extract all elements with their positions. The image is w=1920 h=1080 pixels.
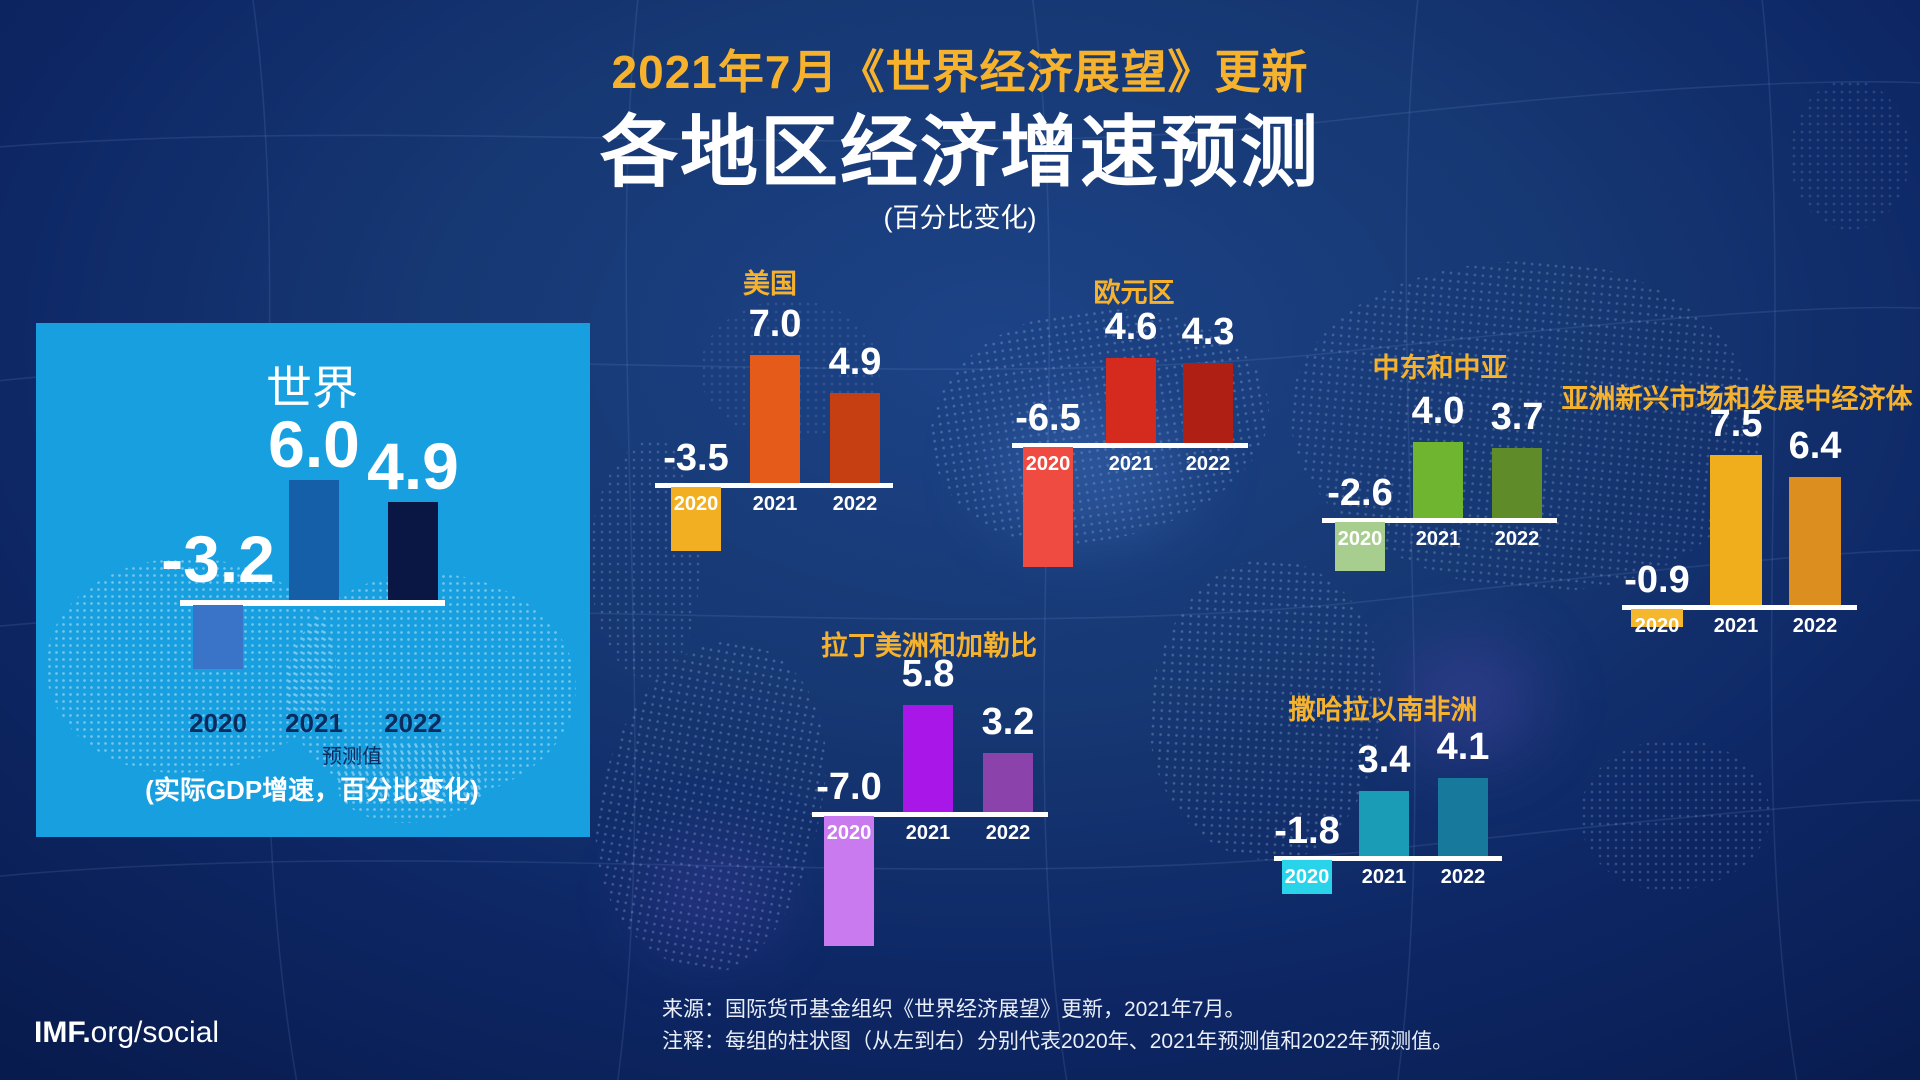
emerging-developing-asia-bar-2022: [1789, 477, 1841, 605]
euro-area-bar-2021: [1106, 358, 1156, 443]
page-subtitle: (百分比变化): [883, 203, 1037, 233]
world-year-2021: 2021: [285, 708, 343, 738]
usa-bar-2021: [750, 355, 800, 483]
world-title: 世界: [266, 362, 358, 414]
world-value-2021: 6.0: [268, 407, 360, 481]
emerging-developing-asia-year-2022: 2022: [1792, 615, 1838, 637]
sub-saharan-africa-label: 撒哈拉以南非洲: [1288, 695, 1478, 725]
latin-america-caribbean-bar-2020: [824, 816, 874, 946]
imf-brand-bold: IMF.: [34, 1016, 91, 1049]
emerging-developing-asia-baseline: [1622, 605, 1857, 610]
emerging-developing-asia-value-2021: 7.5: [1709, 403, 1763, 445]
usa-value-2020: -3.5: [663, 437, 729, 479]
euro-area-bar-2020: [1023, 447, 1073, 567]
emerging-developing-asia-value-2022: 6.4: [1788, 425, 1842, 467]
imf-brand-rest: org/social: [90, 1016, 220, 1049]
world-panel-dots-south: [336, 743, 486, 823]
world-caption: (实际GDP增速，百分比变化): [145, 775, 479, 805]
middle-east-central-asia-year-2021: 2021: [1415, 528, 1461, 550]
middle-east-central-asia-value-2021: 4.0: [1411, 390, 1465, 432]
middle-east-central-asia-value-2020: -2.6: [1327, 472, 1393, 514]
sub-saharan-africa-year-2021: 2021: [1361, 866, 1407, 888]
euro-area-year-2022: 2022: [1185, 453, 1231, 475]
world-panel: [36, 323, 590, 837]
sub-saharan-africa-value-2020: -1.8: [1274, 810, 1340, 852]
world-year-2022: 2022: [384, 708, 442, 738]
world-baseline: [180, 600, 445, 606]
footer-source: 来源：国际货币基金组织《世界经济展望》更新，2021年7月。: [662, 998, 1246, 1021]
latin-america-caribbean-value-2021: 5.8: [901, 653, 955, 695]
latin-america-caribbean-baseline: [812, 812, 1048, 817]
middle-east-central-asia-bar-2020: [1335, 522, 1385, 571]
latin-america-caribbean-bar-2022: [983, 753, 1033, 812]
emerging-developing-asia-year-2021: 2021: [1713, 615, 1759, 637]
latin-america-caribbean-value-2020: -7.0: [816, 766, 882, 808]
world-value-2022: 4.9: [367, 429, 459, 503]
world-bar-2021: [289, 480, 339, 600]
middle-east-central-asia-value-2022: 3.7: [1490, 396, 1544, 438]
euro-area-label: 欧元区: [1093, 278, 1175, 308]
sub-saharan-africa-baseline: [1274, 856, 1502, 861]
latin-america-caribbean-label: 拉丁美洲和加勒比: [821, 631, 1037, 661]
usa-value-2021: 7.0: [748, 303, 802, 345]
sub-saharan-africa-bar-2022: [1438, 778, 1488, 856]
middle-east-central-asia-label: 中东和中亚: [1372, 353, 1508, 383]
euro-area-baseline: [1012, 443, 1248, 448]
footer-note: 注释：每组的柱状图（从左到右）分别代表2020年、2021年预测值和2022年预…: [662, 1030, 1454, 1053]
glow-purple-bottom: [640, 840, 780, 950]
sub-saharan-africa-bar-2020: [1282, 860, 1332, 894]
middle-east-central-asia-bar-2022: [1492, 448, 1542, 518]
euro-area-value-2022: 4.3: [1181, 311, 1235, 353]
usa-year-2021: 2021: [752, 493, 798, 515]
sub-saharan-africa-year-2020: 2020: [1284, 866, 1330, 888]
latin-america-caribbean-year-2020: 2020: [826, 822, 872, 844]
latin-america-caribbean-bar-2021: [903, 705, 953, 812]
usa-value-2022: 4.9: [828, 341, 882, 383]
middle-east-central-asia-baseline: [1322, 518, 1557, 523]
world-panel-dots-americas: [46, 558, 336, 773]
euro-area-year-2020: 2020: [1025, 453, 1071, 475]
euro-area-value-2020: -6.5: [1015, 397, 1081, 439]
usa-bar-2020: [671, 487, 721, 551]
sub-saharan-africa-value-2022: 4.1: [1436, 726, 1490, 768]
euro-area-year-2021: 2021: [1108, 453, 1154, 475]
emerging-developing-asia-value-2020: -0.9: [1624, 559, 1690, 601]
world-year-2020: 2020: [189, 708, 247, 738]
middle-east-central-asia-year-2022: 2022: [1494, 528, 1540, 550]
world-panel-dots-eurasia: [286, 573, 576, 803]
report-kicker: 2021年7月《世界经济展望》更新: [611, 46, 1309, 98]
latin-america-caribbean-year-2021: 2021: [905, 822, 951, 844]
emerging-developing-asia-bar-2021: [1710, 455, 1762, 605]
glow-purple-right: [1400, 640, 1540, 760]
euro-area-value-2021: 4.6: [1104, 306, 1158, 348]
sub-saharan-africa-year-2022: 2022: [1440, 866, 1486, 888]
map-dots-north-america-edge: [590, 440, 700, 680]
map-dots-australia: [1580, 740, 1770, 890]
usa-baseline: [655, 483, 893, 488]
emerging-developing-asia-bar-2020: [1631, 609, 1683, 627]
world-bar-2022: [388, 502, 438, 600]
sub-saharan-africa-bar-2021: [1359, 791, 1409, 856]
page-title: 各地区经济增速预测: [599, 108, 1320, 196]
usa-year-2022: 2022: [832, 493, 878, 515]
usa-bar-2022: [830, 393, 880, 483]
euro-area-bar-2022: [1183, 363, 1233, 443]
middle-east-central-asia-year-2020: 2020: [1337, 528, 1383, 550]
world-bar-2020: [193, 605, 243, 669]
emerging-developing-asia-year-2020: 2020: [1634, 615, 1680, 637]
middle-east-central-asia-bar-2021: [1413, 442, 1463, 518]
sub-saharan-africa-value-2021: 3.4: [1357, 739, 1411, 781]
imf-social-brand: IMF.org/social: [34, 1016, 219, 1050]
latin-america-caribbean-year-2022: 2022: [985, 822, 1031, 844]
world-value-2020: -3.2: [161, 522, 275, 596]
emerging-developing-asia-label: 亚洲新兴市场和发展中经济体: [1561, 384, 1913, 414]
usa-year-2020: 2020: [673, 493, 719, 515]
world-forecast-note: 预测值: [322, 746, 382, 768]
latin-america-caribbean-value-2022: 3.2: [981, 701, 1035, 743]
map-dots-top-right: [1790, 80, 1910, 230]
usa-label: 美国: [743, 269, 797, 299]
